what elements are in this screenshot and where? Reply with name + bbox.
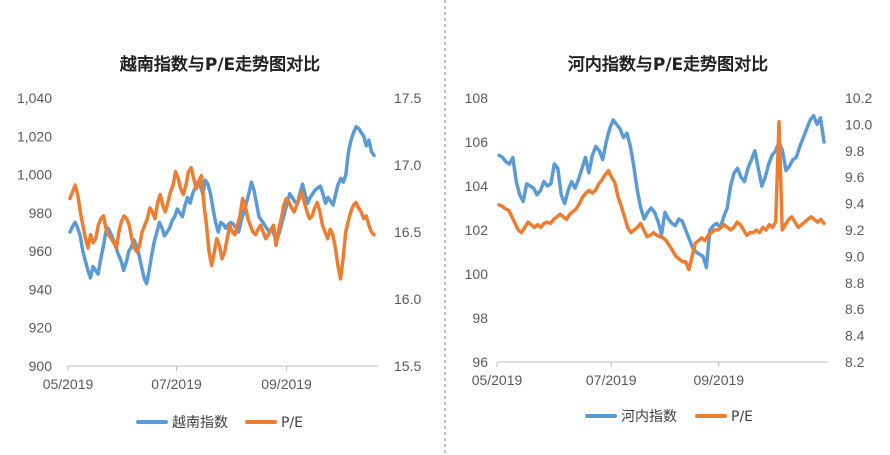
plot-area: [497, 113, 826, 272]
y-right-tick-label: 16.5: [394, 224, 421, 240]
legend-label: 越南指数: [172, 415, 228, 431]
y-right-tick-label: 10.0: [845, 116, 872, 132]
y-left-tick-label: 102: [465, 222, 489, 238]
pe-series-line: [68, 165, 376, 281]
y-axis-left: 96 98 100 102 104 106 108: [465, 90, 489, 370]
x-tick-label: 07/2019: [151, 376, 202, 392]
y-right-tick-label: 16.0: [394, 291, 421, 307]
y-left-tick-label: 920: [29, 320, 53, 336]
y-right-tick-label: 8.8: [845, 275, 865, 291]
y-right-tick-label: 9.6: [845, 169, 865, 185]
index-series-line: [68, 124, 376, 286]
legend-label: P/E: [281, 415, 303, 431]
legend: 越南指数 P/E: [136, 415, 303, 431]
y-right-tick-label: 9.8: [845, 143, 865, 159]
y-right-tick-label: 8.4: [845, 328, 865, 344]
hnx-index-chart: 河内指数与P/E走势图对比 96 98 100 102 104 106 108 8.2 8.4…: [465, 54, 873, 425]
x-axis: 05/2019 07/2019 09/2019: [43, 365, 378, 392]
x-tick-label: 09/2019: [261, 376, 312, 392]
legend-label: P/E: [731, 409, 753, 425]
y-left-tick-label: 1,000: [17, 167, 52, 183]
y-left-tick-label: 1,040: [17, 90, 52, 106]
y-left-tick-label: 108: [465, 90, 489, 106]
x-tick-label: 05/2019: [43, 376, 94, 392]
y-left-tick-label: 100: [465, 266, 489, 282]
y-axis-right: 8.2 8.4 8.6 8.8 9.0 9.2 9.4 9.6 9.8 10.0 10.2: [845, 90, 872, 370]
y-axis-left: 900 920 940 960 980 1,000 1,020 1,040: [17, 90, 52, 374]
pe-series-line: [497, 120, 826, 272]
x-tick-label: 05/2019: [472, 372, 523, 388]
y-right-tick-label: 15.5: [394, 358, 421, 374]
y-left-tick-label: 106: [465, 134, 489, 150]
vn-index-chart: 越南指数与P/E走势图对比 900 920 940 960 980 1,000 1,020 1…: [17, 54, 422, 431]
y-left-tick-label: 96: [472, 354, 488, 370]
y-left-tick-label: 1,020: [17, 128, 52, 144]
index-series-line: [497, 113, 826, 270]
plot-area: [68, 124, 376, 286]
y-right-tick-label: 17.0: [394, 157, 421, 173]
x-tick-label: 09/2019: [693, 372, 744, 388]
y-left-tick-label: 900: [29, 358, 53, 374]
legend: 河内指数 P/E: [585, 409, 753, 425]
x-tick-label: 07/2019: [586, 372, 637, 388]
y-right-tick-label: 9.2: [845, 222, 865, 238]
y-left-tick-label: 104: [465, 178, 489, 194]
y-right-tick-label: 10.2: [845, 90, 872, 106]
y-right-tick-label: 8.2: [845, 354, 865, 370]
legend-label: 河内指数: [621, 409, 677, 425]
chart-title: 越南指数与P/E走势图对比: [119, 54, 320, 75]
y-axis-right: 15.5 16.0 16.5 17.0 17.5: [394, 90, 421, 374]
y-left-tick-label: 940: [29, 281, 53, 297]
y-left-tick-label: 980: [29, 205, 53, 221]
y-right-tick-label: 17.5: [394, 90, 421, 106]
chart-title: 河内指数与P/E走势图对比: [568, 54, 768, 75]
y-left-tick-label: 960: [29, 243, 53, 259]
y-left-tick-label: 98: [472, 310, 488, 326]
y-right-tick-label: 9.4: [845, 196, 865, 212]
y-right-tick-label: 9.0: [845, 248, 865, 264]
x-axis: 05/2019 07/2019 09/2019: [472, 361, 828, 388]
y-right-tick-label: 8.6: [845, 301, 865, 317]
